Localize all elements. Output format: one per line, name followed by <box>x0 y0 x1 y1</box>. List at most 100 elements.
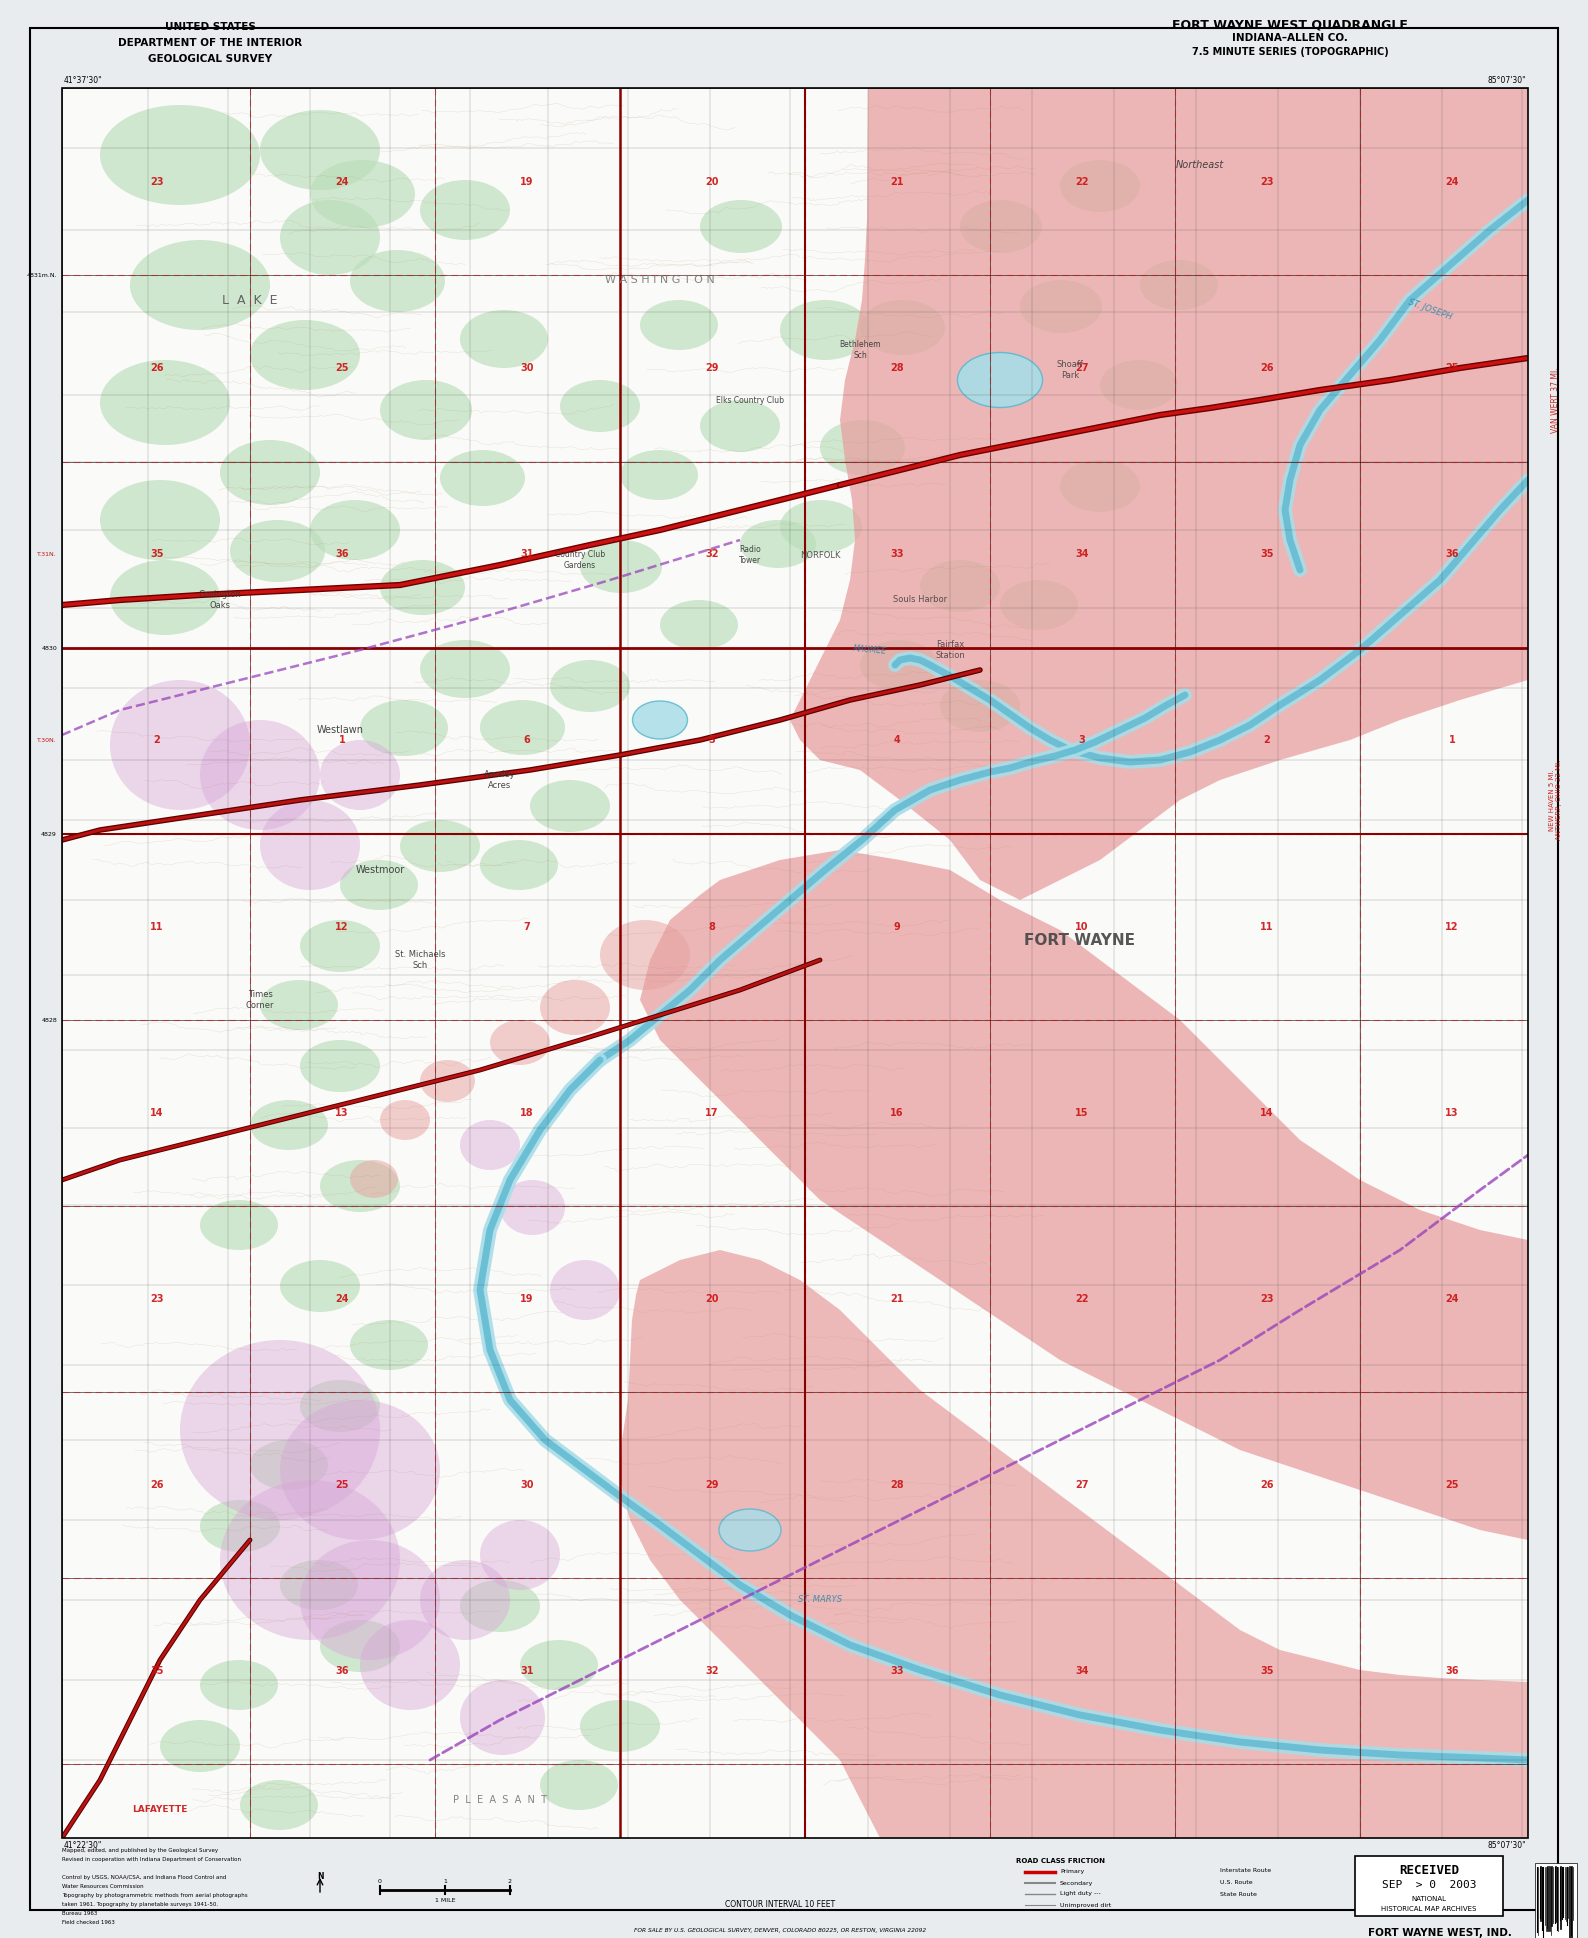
Text: 25: 25 <box>335 362 349 372</box>
Text: NEW HAVEN 5 MI.
ANTWERP, OHIO 22 MI.: NEW HAVEN 5 MI. ANTWERP, OHIO 22 MI. <box>1548 760 1561 841</box>
Ellipse shape <box>1061 459 1140 512</box>
Ellipse shape <box>419 1060 475 1103</box>
Text: 8: 8 <box>708 922 716 932</box>
Ellipse shape <box>100 481 221 560</box>
Ellipse shape <box>380 1101 430 1140</box>
Text: CONTOUR INTERVAL 10 FEET: CONTOUR INTERVAL 10 FEET <box>726 1899 835 1909</box>
Text: Shoaff
Park: Shoaff Park <box>1056 360 1083 380</box>
Text: INDIANA–ALLEN CO.: INDIANA–ALLEN CO. <box>1232 33 1348 43</box>
Text: 2: 2 <box>508 1880 511 1884</box>
Ellipse shape <box>519 1640 599 1690</box>
Ellipse shape <box>640 300 718 351</box>
Text: U.S. Route: U.S. Route <box>1220 1880 1253 1886</box>
Text: 5: 5 <box>708 735 715 744</box>
Ellipse shape <box>461 1120 519 1171</box>
Text: 34: 34 <box>1075 548 1089 558</box>
Text: 23: 23 <box>151 176 164 186</box>
Ellipse shape <box>1061 161 1140 211</box>
Ellipse shape <box>661 601 738 649</box>
Text: NATIONAL: NATIONAL <box>1412 1895 1447 1901</box>
Text: 34: 34 <box>1075 1667 1089 1676</box>
Text: T.30N.: T.30N. <box>37 738 57 742</box>
Ellipse shape <box>279 200 380 275</box>
Text: 35: 35 <box>151 548 164 558</box>
Ellipse shape <box>480 839 557 890</box>
Ellipse shape <box>200 1661 278 1709</box>
Text: Mapped, edited, and published by the Geological Survey: Mapped, edited, and published by the Geo… <box>62 1849 218 1853</box>
Text: N: N <box>316 1872 324 1882</box>
Text: State Route: State Route <box>1220 1891 1256 1897</box>
Text: FORT WAYNE WEST QUADRANGLE: FORT WAYNE WEST QUADRANGLE <box>1172 17 1409 31</box>
Text: MAUMEE: MAUMEE <box>853 643 888 655</box>
Ellipse shape <box>480 700 565 756</box>
Bar <box>0 0 1588 87</box>
Text: W A S H I N G T O N: W A S H I N G T O N <box>605 275 715 285</box>
Text: NORFOLK: NORFOLK <box>800 550 840 560</box>
Text: Times
Corner: Times Corner <box>246 990 275 1010</box>
Text: 1: 1 <box>443 1880 446 1884</box>
Ellipse shape <box>461 1680 545 1756</box>
Text: FOR SALE BY U.S. GEOLOGICAL SURVEY, DENVER, COLORADO 80225, OR RESTON, VIRGINIA : FOR SALE BY U.S. GEOLOGICAL SURVEY, DENV… <box>634 1928 926 1932</box>
Ellipse shape <box>400 820 480 872</box>
Ellipse shape <box>300 921 380 973</box>
Polygon shape <box>619 1250 1528 1837</box>
Text: 33: 33 <box>891 1667 904 1676</box>
Text: 21: 21 <box>891 176 904 186</box>
Text: 31: 31 <box>521 548 534 558</box>
Text: 6: 6 <box>524 735 530 744</box>
Text: T.31N.: T.31N. <box>37 552 57 558</box>
Text: Revised in cooperation with Indiana Department of Conservation: Revised in cooperation with Indiana Depa… <box>62 1857 241 1862</box>
Ellipse shape <box>360 1620 461 1709</box>
Text: 1: 1 <box>1448 735 1455 744</box>
Text: 21: 21 <box>891 1295 904 1304</box>
Ellipse shape <box>310 500 400 560</box>
Ellipse shape <box>249 320 360 390</box>
Ellipse shape <box>500 1180 565 1235</box>
Ellipse shape <box>561 380 640 432</box>
Text: HISTORICAL MAP ARCHIVES: HISTORICAL MAP ARCHIVES <box>1382 1905 1477 1913</box>
Ellipse shape <box>260 800 360 890</box>
Text: 36: 36 <box>335 1667 349 1676</box>
Ellipse shape <box>619 450 699 500</box>
Text: 0: 0 <box>378 1880 383 1884</box>
Ellipse shape <box>279 1399 440 1541</box>
Text: 19: 19 <box>521 176 534 186</box>
Text: 29: 29 <box>705 1481 719 1490</box>
Text: Field checked 1963: Field checked 1963 <box>62 1921 114 1924</box>
Text: 1 MILE: 1 MILE <box>435 1897 456 1903</box>
Text: 16: 16 <box>891 1109 904 1118</box>
Text: 36: 36 <box>1445 1667 1459 1676</box>
Text: Interstate Route: Interstate Route <box>1220 1868 1270 1872</box>
Text: 7: 7 <box>524 922 530 932</box>
Ellipse shape <box>1140 260 1218 310</box>
Ellipse shape <box>249 1101 329 1149</box>
Text: 4829: 4829 <box>41 831 57 837</box>
Ellipse shape <box>349 1161 399 1198</box>
Text: 14: 14 <box>151 1109 164 1118</box>
Text: UNITED STATES: UNITED STATES <box>165 21 256 33</box>
Ellipse shape <box>819 421 905 475</box>
Ellipse shape <box>530 779 610 831</box>
Text: 41°22'30": 41°22'30" <box>64 1841 102 1851</box>
Ellipse shape <box>110 680 249 810</box>
Ellipse shape <box>1100 360 1178 411</box>
Text: ROAD CLASS FRICTION: ROAD CLASS FRICTION <box>1015 1859 1105 1864</box>
Text: 14: 14 <box>1261 1109 1274 1118</box>
Ellipse shape <box>321 740 400 810</box>
Text: Souls Harbor: Souls Harbor <box>892 595 946 605</box>
Ellipse shape <box>260 981 338 1029</box>
Text: 18: 18 <box>521 1109 534 1118</box>
Text: 35: 35 <box>151 1667 164 1676</box>
Ellipse shape <box>580 541 662 593</box>
Text: ST. JOSEPH: ST. JOSEPH <box>1407 298 1453 322</box>
Ellipse shape <box>700 399 780 452</box>
Text: 26: 26 <box>151 1481 164 1490</box>
Ellipse shape <box>419 1560 510 1640</box>
Ellipse shape <box>221 440 321 506</box>
Ellipse shape <box>740 519 816 568</box>
Ellipse shape <box>200 1200 278 1250</box>
Text: 33: 33 <box>891 548 904 558</box>
Text: Water Resources Commission: Water Resources Commission <box>62 1884 143 1890</box>
Ellipse shape <box>958 353 1042 407</box>
Ellipse shape <box>632 702 688 738</box>
